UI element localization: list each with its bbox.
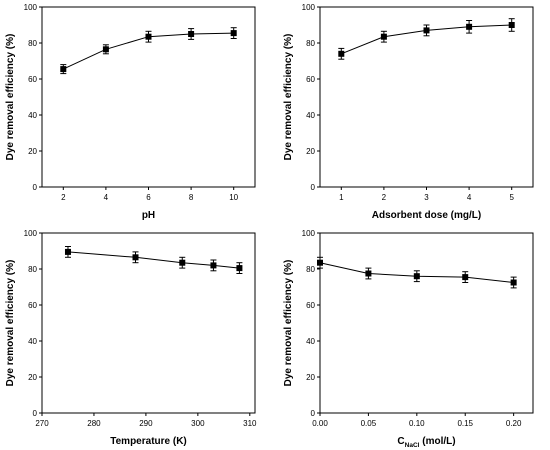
x-tick-label: 0.20: [506, 419, 522, 428]
x-tick-label: 2: [382, 193, 387, 202]
y-tick-label: 60: [306, 75, 315, 84]
y-axis-title: Dye removal efficiency (%): [5, 260, 16, 387]
data-point: [179, 259, 186, 266]
x-tick-label: 270: [35, 419, 49, 428]
x-tick-label: 8: [189, 193, 194, 202]
panel-nacl-concentration: 0.00 0.05 0.10 0.15 0.20 0 20 40 60 80 100 CNaCl (m…: [283, 229, 534, 449]
x-axis-title-subscript: NaCl: [405, 442, 420, 449]
y-tick-label: 80: [28, 39, 37, 48]
x-tick-label: 0.15: [457, 419, 473, 428]
x-tick-label: 4: [467, 193, 472, 202]
data-point: [64, 248, 71, 255]
plot-frame: [319, 232, 534, 414]
y-tick-label: 100: [24, 229, 38, 238]
data-point: [102, 46, 109, 53]
panel-adsorbent-dose: 1 2 3 4 5 0 20 40 60 80 100 Adsorbent dose (mg/L) Dy…: [283, 3, 534, 221]
x-tick-label: 5: [509, 193, 514, 202]
y-tick-label: 100: [24, 3, 38, 12]
data-point: [466, 23, 473, 30]
data-point: [462, 274, 469, 281]
data-point: [188, 31, 195, 37]
x-tick-label: 0.10: [409, 419, 425, 428]
data-point: [423, 27, 430, 34]
y-tick-label: 20: [28, 147, 37, 156]
y-tick-label: 60: [28, 75, 37, 84]
y-tick-label: 40: [306, 337, 315, 346]
x-axis-title: CNaCl (mol/L): [397, 436, 455, 449]
x-tick-label: 6: [146, 193, 151, 202]
y-tick-label: 0: [33, 409, 38, 418]
data-point: [380, 33, 387, 40]
x-tick-label: 0.00: [312, 419, 328, 428]
data-point: [365, 270, 372, 277]
data-point: [230, 30, 237, 37]
y-tick-label: 60: [306, 301, 315, 310]
x-axis-title: Temperature (K): [110, 436, 187, 447]
data-point: [338, 50, 345, 57]
y-tick-label: 0: [311, 183, 316, 192]
y-tick-label: 20: [28, 373, 37, 382]
y-tick-label: 20: [306, 147, 315, 156]
y-tick-label: 40: [28, 337, 37, 346]
data-point: [317, 259, 323, 266]
y-tick-label: 0: [311, 409, 316, 418]
data-point: [60, 66, 67, 73]
data-point: [413, 273, 420, 280]
x-tick-label: 3: [424, 193, 429, 202]
x-axis-title-main: C: [397, 436, 404, 447]
y-tick-label: 80: [306, 39, 315, 48]
x-tick-label: 0.05: [361, 419, 377, 428]
y-tick-label: 100: [302, 229, 316, 238]
x-tick-label: 2: [61, 193, 66, 202]
data-point: [508, 22, 515, 28]
y-tick-label: 20: [306, 373, 315, 382]
x-tick-label: 10: [229, 193, 238, 202]
panel-temperature: 270 280 290 300 310 0 20 40 60 80 100 Temperature (…: [5, 229, 257, 447]
y-tick-label: 80: [28, 265, 37, 274]
data-point: [210, 262, 217, 269]
x-tick-label: 1: [339, 193, 344, 202]
data-point: [145, 33, 152, 40]
y-tick-label: 100: [302, 3, 316, 12]
y-axis-title: Dye removal efficiency (%): [283, 34, 294, 161]
y-axis-title: Dye removal efficiency (%): [283, 260, 294, 387]
x-axis-title: Adsorbent dose (mg/L): [372, 210, 481, 221]
y-tick-label: 60: [28, 301, 37, 310]
y-axis-title: Dye removal efficiency (%): [5, 34, 16, 161]
plot-frame: [41, 232, 256, 414]
data-point: [236, 265, 243, 272]
data-point: [132, 254, 139, 261]
y-tick-label: 80: [306, 265, 315, 274]
data-point: [510, 279, 517, 286]
y-tick-label: 40: [306, 111, 315, 120]
x-tick-label: 4: [104, 193, 109, 202]
x-axis-title-unit: (mol/L): [419, 436, 455, 447]
x-tick-label: 310: [243, 419, 257, 428]
x-tick-label: 280: [87, 419, 101, 428]
x-tick-label: 300: [191, 419, 205, 428]
y-tick-label: 40: [28, 111, 37, 120]
x-axis-title: pH: [142, 210, 155, 221]
y-tick-label: 0: [33, 183, 38, 192]
x-tick-label: 290: [139, 419, 153, 428]
